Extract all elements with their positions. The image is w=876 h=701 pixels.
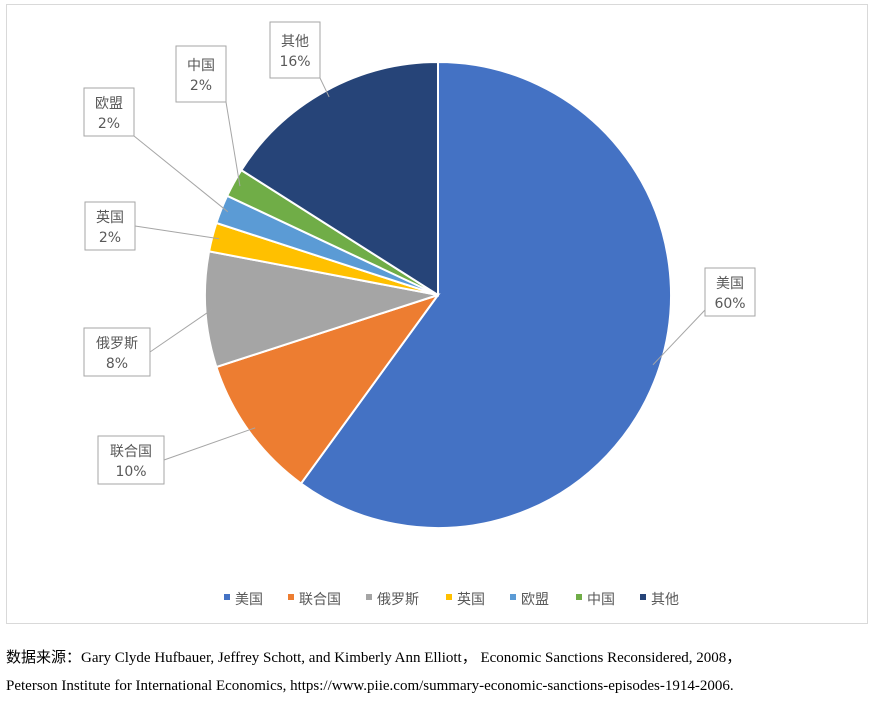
callout-category-3: 俄罗斯 <box>96 336 138 352</box>
leader-line-1 <box>652 309 706 366</box>
legend-label-7: 其他 <box>651 592 679 608</box>
callout-category-4: 英国 <box>96 209 124 226</box>
callout-category-6: 中国 <box>187 58 215 74</box>
data-callout-4: 英国 2% <box>84 201 136 251</box>
legend-label-5: 欧盟 <box>521 592 549 608</box>
legend-swatch-7 <box>640 594 646 600</box>
callout-category-5: 欧盟 <box>95 96 123 112</box>
legend-label-1: 美国 <box>235 592 263 608</box>
leader-line-3 <box>149 308 213 353</box>
data-callout-7: 其他 16% <box>269 21 321 79</box>
leader-line-5 <box>133 135 229 213</box>
callout-category-2: 联合国 <box>110 444 152 460</box>
data-callout-1: 美国 60% <box>704 267 756 317</box>
source-line-2: Peterson Institute for International Eco… <box>6 678 734 694</box>
legend-label-4: 英国 <box>457 591 485 608</box>
legend: 美国 联合国 俄罗斯 英国 欧盟 中国 其他 <box>224 591 679 608</box>
legend-swatch-3 <box>366 594 372 600</box>
callout-category-7: 其他 <box>281 34 309 50</box>
data-callout-3: 俄罗斯 8% <box>83 327 151 377</box>
leader-line-4 <box>134 225 220 240</box>
leader-line-6 <box>225 101 241 187</box>
callout-value-2: 10% <box>115 464 146 480</box>
callout-value-5: 2% <box>98 116 120 132</box>
legend-swatch-5 <box>510 594 516 600</box>
data-callout-6: 中国 2% <box>175 45 227 103</box>
leader-line-7 <box>319 77 330 98</box>
pie-slice-2 <box>215 293 441 485</box>
callout-value-6: 2% <box>190 78 212 94</box>
legend-label-6: 中国 <box>587 592 615 608</box>
leader-line-2 <box>163 427 256 461</box>
source-line-1: 数据来源：Gary Clyde Hufbauer, Jeffrey Schott… <box>6 650 742 666</box>
callout-category-1: 美国 <box>716 276 744 292</box>
pie-slice-1 <box>299 60 672 529</box>
source-note: 数据来源：Gary Clyde Hufbauer, Jeffrey Schott… <box>6 644 872 700</box>
legend-label-2: 联合国 <box>299 592 341 608</box>
data-callout-2: 联合国 10% <box>97 435 165 485</box>
pie-slice-3 <box>204 250 439 369</box>
data-callout-5: 欧盟 2% <box>83 87 135 137</box>
legend-swatch-6 <box>576 594 582 600</box>
legend-label-3: 俄罗斯 <box>377 592 419 608</box>
callout-value-7: 16% <box>279 54 310 70</box>
legend-swatch-4 <box>446 594 452 600</box>
callout-value-3: 8% <box>106 356 128 372</box>
callout-value-4: 2% <box>99 230 121 246</box>
callout-value-1: 60% <box>714 296 745 312</box>
legend-swatch-1 <box>224 594 230 600</box>
legend-swatch-2 <box>288 594 294 600</box>
